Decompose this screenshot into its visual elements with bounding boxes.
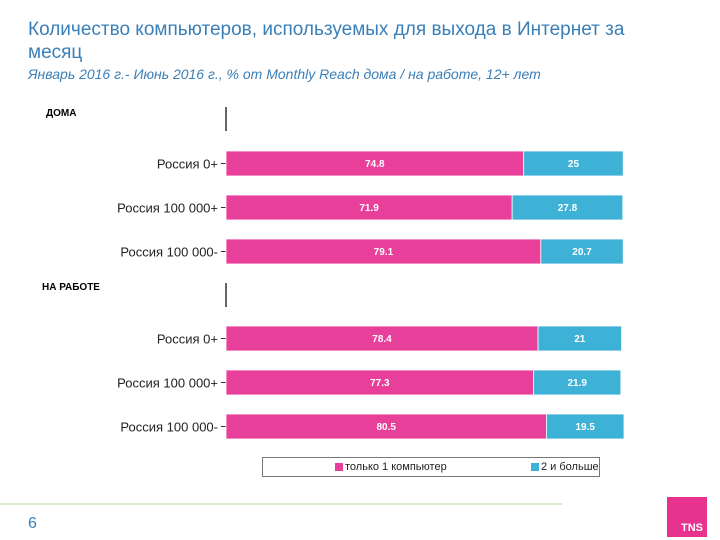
- chart-title: Количество компьютеров, используемых для…: [28, 19, 625, 63]
- bar-segment: [225, 194, 513, 221]
- page-number: 6: [28, 515, 37, 532]
- bar-segment: [540, 238, 624, 265]
- data-label: 78.4: [372, 334, 392, 345]
- data-label: 80.5: [376, 422, 396, 433]
- legend-swatch-one-computer: [335, 463, 343, 471]
- bar-segment: [225, 413, 547, 440]
- data-label: 71.9: [359, 203, 379, 214]
- data-label: 20.7: [572, 247, 592, 258]
- section-label-home: ДОМА: [46, 108, 77, 119]
- legend-label-two-or-more: 2 и больше: [541, 461, 599, 473]
- data-label: 21: [574, 334, 586, 345]
- data-label: 74.8: [365, 159, 385, 170]
- legend: только 1 компьютер 2 и больше: [262, 457, 600, 477]
- bar-segment: [225, 150, 525, 177]
- bar-segment: [523, 150, 624, 177]
- bar-segment: [545, 413, 625, 440]
- category-label: Россия 100 000+: [117, 201, 218, 216]
- logo-text: TNS: [681, 522, 703, 534]
- data-label: 21.9: [568, 378, 588, 389]
- category-label: Россия 100 000+: [117, 376, 218, 391]
- bar-segment: [225, 325, 539, 352]
- legend-item-one-computer: только 1 компьютер: [335, 461, 447, 473]
- data-label: 27.8: [558, 203, 578, 214]
- bar-segment: [533, 369, 622, 396]
- tns-logo: TNS: [667, 497, 707, 537]
- legend-label-one-computer: только 1 компьютер: [345, 461, 447, 473]
- bar-segment: [537, 325, 623, 352]
- data-label: 77.3: [370, 378, 390, 389]
- category-label: Россия 0+: [157, 332, 218, 347]
- chart-subtitle: Январь 2016 г.- Июнь 2016 г., % от Month…: [28, 66, 541, 82]
- legend-item-two-or-more: 2 и больше: [531, 461, 599, 473]
- footer-divider: [0, 503, 562, 505]
- bar-segment: [225, 238, 542, 265]
- bar-segment: [225, 369, 535, 396]
- category-label: Россия 100 000-: [120, 245, 218, 260]
- legend-swatch-two-or-more: [531, 463, 539, 471]
- bar-segment: [511, 194, 624, 221]
- data-label: 79.1: [374, 247, 394, 258]
- data-label: 25: [568, 159, 580, 170]
- section-label-work: НА РАБОТЕ: [42, 282, 100, 293]
- category-label: Россия 0+: [157, 157, 218, 172]
- data-label: 19.5: [575, 422, 595, 433]
- category-label: Россия 100 000-: [120, 420, 218, 435]
